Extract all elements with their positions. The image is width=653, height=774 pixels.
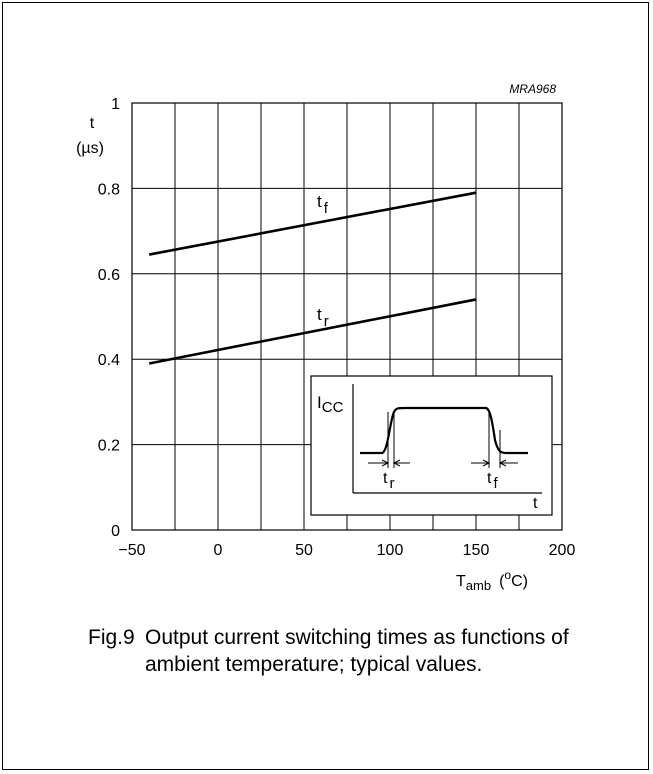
- y-tick-label: 0.8: [98, 181, 120, 198]
- series-line-tf: [148, 191, 477, 256]
- y-tick-label: 1: [111, 96, 120, 113]
- x-tick-label: 200: [549, 542, 576, 559]
- x-tick-label: 50: [295, 542, 313, 559]
- caption-text: Output current switching times as functi…: [145, 626, 569, 676]
- series-line-tr: [148, 298, 477, 365]
- y-axis-unit: (µs): [76, 140, 104, 157]
- caption-number: Fig.9: [88, 626, 135, 649]
- x-tick-label: 100: [377, 542, 404, 559]
- inset-x-label: t: [533, 495, 538, 512]
- inset-pulse: [360, 406, 528, 455]
- y-tick-label: 0.4: [98, 352, 120, 369]
- x-tick-label: 0: [214, 542, 223, 559]
- chart-axes: −50 0 50 100 150 200 0 0.2 0.4 0.6 0.8 1: [98, 96, 576, 559]
- plot-area: [131, 102, 563, 531]
- chart-code: MRA968: [509, 82, 556, 96]
- chart-series: t f t r: [148, 191, 477, 365]
- y-tick-label: 0.6: [98, 267, 120, 284]
- x-axis-label: Tamb (oC): [456, 568, 528, 593]
- y-axis-label: t: [90, 115, 95, 132]
- x-tick-label: −50: [118, 542, 145, 559]
- y-tick-label: 0.2: [98, 438, 120, 455]
- inset-y-label: ICC: [317, 393, 344, 416]
- y-tick-label: 0: [111, 523, 120, 540]
- x-tick-label: 150: [463, 542, 490, 559]
